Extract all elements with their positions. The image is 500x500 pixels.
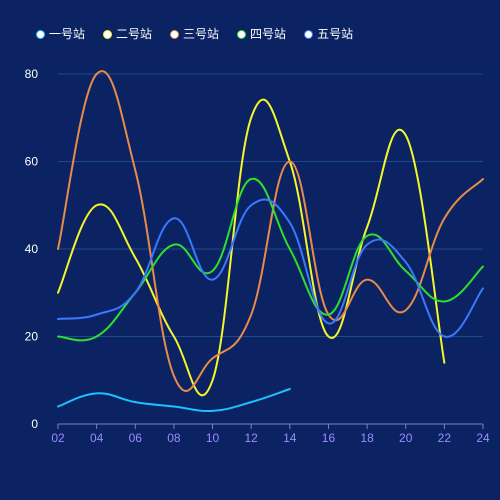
legend-label: 一号站 <box>49 27 86 41</box>
series-lines <box>57 70 484 413</box>
series-line-3 <box>57 177 484 342</box>
legend: 一号站 二号站 三号站 四号站 五号站 <box>36 26 371 42</box>
y-tick-label: 80 <box>25 67 39 81</box>
x-tick-label: 18 <box>360 431 374 445</box>
legend-item-0[interactable]: 一号站 <box>36 26 85 42</box>
legend-marker-icon <box>103 29 113 39</box>
legend-label: 二号站 <box>116 27 153 41</box>
legend-label: 五号站 <box>317 27 354 41</box>
legend-marker-icon <box>237 29 247 39</box>
x-tick-label: 20 <box>399 431 413 445</box>
x-tick-label: 04 <box>90 431 104 445</box>
x-tick-label: 24 <box>476 431 490 445</box>
legend-label: 三号站 <box>183 27 220 41</box>
series-line-4 <box>57 198 484 338</box>
x-tick-label: 22 <box>438 431 452 445</box>
series-line-1 <box>57 98 446 397</box>
y-tick-label: 60 <box>25 155 39 169</box>
series-line-2 <box>57 70 484 392</box>
x-axis: 02 04 06 08 10 12 14 16 18 20 22 24 <box>51 423 490 445</box>
legend-label: 四号站 <box>250 27 287 41</box>
x-tick-label: 06 <box>129 431 143 445</box>
x-tick-label: 02 <box>51 431 65 445</box>
y-tick-label: 40 <box>25 242 39 256</box>
x-tick-label: 08 <box>167 431 181 445</box>
legend-marker-icon <box>170 29 180 39</box>
legend-marker-icon <box>304 29 314 39</box>
x-tick-label: 12 <box>245 431 259 445</box>
series-line-0 <box>57 388 291 413</box>
legend-marker-icon <box>36 29 45 39</box>
legend-item-3[interactable]: 四号站 <box>237 26 286 42</box>
y-tick-label: 20 <box>25 330 39 344</box>
x-tick-label: 16 <box>322 431 336 445</box>
legend-item-4[interactable]: 五号站 <box>304 26 353 42</box>
gridlines <box>58 73 483 337</box>
legend-item-1[interactable]: 二号站 <box>103 26 152 42</box>
y-tick-label: 0 <box>31 417 38 431</box>
y-axis: 0 20 40 60 80 <box>25 67 39 431</box>
x-tick-label: 14 <box>283 431 297 445</box>
x-tick-label: 10 <box>206 431 220 445</box>
legend-item-2[interactable]: 三号站 <box>170 26 219 42</box>
